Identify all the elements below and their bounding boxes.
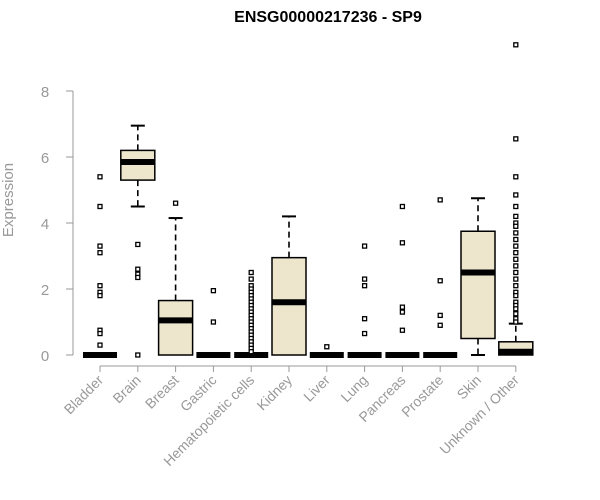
box-iqr — [157, 299, 194, 356]
x-tick-label: Bladder — [61, 372, 107, 418]
box-unknown-other — [498, 42, 534, 356]
outlier-point — [513, 213, 519, 220]
box-breast — [157, 200, 194, 356]
box-iqr — [120, 149, 156, 181]
outlier-point — [513, 269, 519, 276]
outlier-point — [97, 342, 103, 348]
outlier-point — [361, 243, 368, 249]
box-hematopoietic-cells — [234, 269, 269, 358]
y-tick-label: 2 — [41, 282, 49, 299]
outlier-point — [399, 203, 406, 210]
x-tick-label: Breast — [142, 372, 182, 412]
box-iqr — [271, 256, 307, 356]
outlier-point — [361, 283, 368, 289]
outlier-point — [399, 327, 406, 333]
outlier-point — [513, 306, 519, 312]
outlier-point — [437, 312, 443, 319]
outlier-point — [97, 174, 103, 180]
x-tick-label: Liver — [300, 372, 333, 405]
outlier-point — [248, 276, 254, 282]
box-skin — [460, 197, 496, 356]
outlier-point — [399, 309, 406, 315]
y-tick-label: 4 — [41, 216, 49, 233]
outlier-point — [513, 136, 519, 142]
outlier-point — [513, 311, 519, 317]
axes-group: 0 2 4 6 8 — [41, 84, 517, 372]
y-tick-label: 6 — [41, 150, 49, 167]
outlier-point — [513, 256, 519, 262]
outlier-point — [513, 263, 519, 269]
box-lung — [347, 243, 382, 358]
y-tick-label: 8 — [41, 84, 49, 101]
box-liver — [309, 344, 344, 358]
outlier-point — [513, 174, 519, 180]
outlier-point — [97, 243, 103, 249]
box-iqr — [460, 230, 496, 340]
outlier-point — [513, 203, 519, 210]
outlier-point — [97, 292, 103, 299]
outlier-point — [97, 203, 103, 210]
box-bladder — [83, 174, 117, 358]
outlier-point — [210, 287, 217, 294]
chart-title: ENSG00000217236 - SP9 — [234, 9, 422, 26]
outlier-point — [513, 223, 519, 229]
outlier-point — [513, 236, 519, 243]
outlier-point — [437, 322, 443, 328]
outlier-point — [361, 330, 368, 337]
box-kidney — [271, 215, 307, 356]
y-tick-label: 0 — [41, 348, 49, 365]
outlier-point — [399, 240, 406, 246]
outlier-point — [513, 192, 519, 198]
outlier-point — [513, 250, 519, 256]
outlier-point — [437, 278, 443, 284]
outlier-point — [97, 283, 103, 289]
outlier-point — [399, 304, 406, 310]
outlier-point — [135, 266, 141, 272]
outlier-point — [513, 319, 519, 325]
outlier-point — [437, 197, 443, 203]
outlier-point — [248, 349, 254, 355]
box-gastric — [196, 287, 231, 358]
x-tick-label: Kidney — [254, 372, 296, 414]
outlier-point — [324, 344, 330, 350]
outlier-point — [513, 276, 519, 282]
outlier-point — [210, 319, 217, 325]
x-tick-label: Prostate — [398, 372, 446, 420]
box-prostate — [423, 197, 458, 358]
x-tick-label: Skin — [454, 372, 485, 403]
x-tick-label: Lung — [337, 372, 370, 405]
outlier-point — [97, 250, 103, 256]
outlier-point — [513, 243, 519, 249]
outlier-point — [513, 292, 519, 299]
outlier-point — [135, 274, 141, 281]
outlier-point — [361, 316, 368, 322]
y-axis-label: Expression — [0, 163, 17, 237]
outlier-point — [513, 230, 519, 236]
box-pancreas — [385, 203, 420, 358]
boxes-group — [83, 42, 534, 358]
outlier-point — [135, 241, 141, 248]
outlier-point — [172, 200, 179, 206]
outlier-point — [361, 276, 368, 282]
x-tick-label: Brain — [109, 372, 143, 406]
outlier-point — [248, 269, 254, 276]
outlier-point — [513, 283, 519, 289]
outlier-point — [97, 330, 103, 337]
outlier-point — [135, 352, 141, 358]
outlier-point — [513, 42, 519, 48]
box-brain — [120, 124, 156, 358]
